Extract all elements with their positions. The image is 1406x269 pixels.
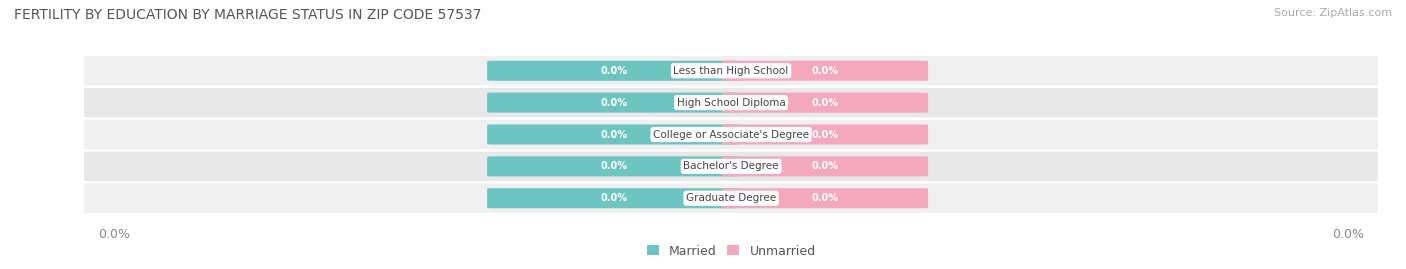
Text: Bachelor's Degree: Bachelor's Degree [683, 161, 779, 171]
FancyBboxPatch shape [49, 184, 1406, 213]
Text: Source: ZipAtlas.com: Source: ZipAtlas.com [1274, 8, 1392, 18]
FancyBboxPatch shape [486, 61, 740, 81]
FancyBboxPatch shape [723, 61, 928, 81]
FancyBboxPatch shape [723, 188, 928, 208]
Text: 0.0%: 0.0% [811, 129, 839, 140]
Text: High School Diploma: High School Diploma [676, 98, 786, 108]
FancyBboxPatch shape [49, 152, 1406, 181]
Text: 0.0%: 0.0% [600, 98, 627, 108]
Text: FERTILITY BY EDUCATION BY MARRIAGE STATUS IN ZIP CODE 57537: FERTILITY BY EDUCATION BY MARRIAGE STATU… [14, 8, 481, 22]
FancyBboxPatch shape [49, 88, 1406, 117]
Legend: Married, Unmarried: Married, Unmarried [641, 239, 821, 263]
FancyBboxPatch shape [49, 120, 1406, 149]
FancyBboxPatch shape [723, 156, 928, 176]
FancyBboxPatch shape [723, 93, 928, 113]
Text: Less than High School: Less than High School [673, 66, 789, 76]
Text: 0.0%: 0.0% [811, 66, 839, 76]
Text: 0.0%: 0.0% [600, 193, 627, 203]
FancyBboxPatch shape [49, 56, 1406, 85]
FancyBboxPatch shape [723, 125, 928, 144]
FancyBboxPatch shape [486, 93, 740, 113]
Text: Graduate Degree: Graduate Degree [686, 193, 776, 203]
Text: College or Associate's Degree: College or Associate's Degree [654, 129, 808, 140]
Text: 0.0%: 0.0% [600, 161, 627, 171]
Text: 0.0%: 0.0% [811, 98, 839, 108]
FancyBboxPatch shape [486, 125, 740, 144]
Text: 0.0%: 0.0% [811, 161, 839, 171]
FancyBboxPatch shape [486, 156, 740, 176]
Text: 0.0%: 0.0% [811, 193, 839, 203]
Text: 0.0%: 0.0% [600, 66, 627, 76]
Text: 0.0%: 0.0% [600, 129, 627, 140]
FancyBboxPatch shape [486, 188, 740, 208]
